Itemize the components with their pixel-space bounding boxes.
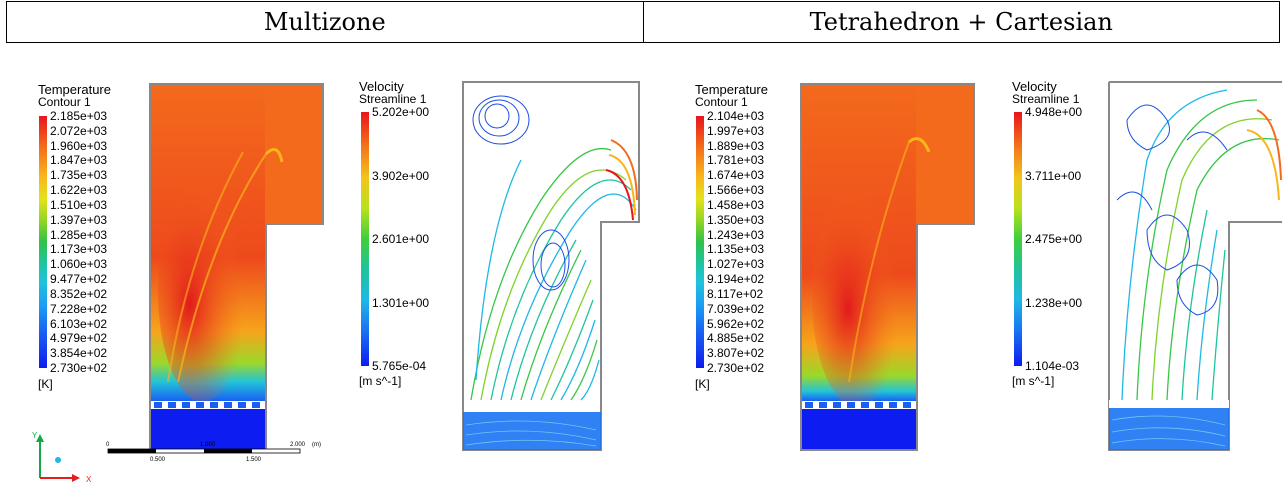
colorbar-tick-label: 1.350e+03 bbox=[707, 212, 765, 227]
colorbar-tick-label: 1.285e+03 bbox=[50, 227, 108, 242]
colorbar-tick-label: 9.194e+02 bbox=[707, 272, 765, 287]
legend-subtitle: Contour 1 bbox=[695, 95, 748, 109]
legend-subtitle: Streamline 1 bbox=[359, 92, 427, 106]
legend-unit: [K] bbox=[38, 377, 53, 391]
colorbar-tick-label: 2.730e+02 bbox=[707, 361, 765, 375]
colorbar-tick-label: 5.202e+00 bbox=[372, 105, 430, 119]
colorbar-tick-label: 1.458e+03 bbox=[707, 197, 765, 212]
colorbar-tick-label: 1.510e+03 bbox=[50, 197, 108, 212]
x-axis-label: X bbox=[86, 475, 92, 484]
colorbar-tick-label: 1.622e+03 bbox=[50, 183, 108, 198]
colorbar-tick-label: 3.902e+00 bbox=[372, 168, 430, 183]
colorbar-tick-label: 4.948e+00 bbox=[1025, 105, 1083, 119]
scale-unit: (m) bbox=[312, 442, 321, 448]
colorbar-tick-label: 1.960e+03 bbox=[50, 138, 108, 153]
colorbar-tick-label: 1.566e+03 bbox=[707, 183, 765, 198]
scale-bar: 0 1.000 2.000 (m) 0.500 1.500 bbox=[106, 442, 321, 463]
scale-label-1500: 1.500 bbox=[246, 457, 262, 463]
legend-title: Velocity bbox=[359, 79, 404, 94]
colorbar-tick-label: 2.104e+03 bbox=[707, 109, 765, 123]
colorbar-tick-label: 4.979e+02 bbox=[50, 331, 108, 346]
legend-unit: [K] bbox=[695, 377, 710, 391]
colorbar-tick-label: 1.238e+00 bbox=[1025, 295, 1083, 310]
scale-label-0500: 0.500 bbox=[150, 457, 166, 463]
colorbar-tick-label: 4.885e+02 bbox=[707, 331, 765, 346]
colorbar-tick-label: 1.847e+03 bbox=[50, 153, 108, 168]
colorbar-tick-label: 1.997e+03 bbox=[707, 123, 765, 138]
colorbar-tick-label: 8.352e+02 bbox=[50, 286, 108, 301]
colorbar-tick-label: 2.072e+03 bbox=[50, 123, 108, 138]
legend-subtitle: Streamline 1 bbox=[1012, 92, 1080, 106]
scale-label-1: 1.000 bbox=[200, 442, 216, 448]
legend-unit: [m s^-1] bbox=[359, 374, 402, 388]
legend-subtitle: Contour 1 bbox=[38, 95, 91, 109]
colorbar-tick-label: 3.854e+02 bbox=[50, 346, 108, 361]
left-velocity-streamlines bbox=[462, 81, 640, 451]
legend-unit: [m s^-1] bbox=[1012, 374, 1055, 388]
left-temperature-contour bbox=[149, 83, 324, 451]
colorbar-tick-label: 2.475e+00 bbox=[1025, 232, 1083, 246]
y-axis-label: Y bbox=[32, 431, 38, 440]
temperature-colorbar bbox=[39, 116, 47, 368]
legend-title: Velocity bbox=[1012, 79, 1057, 94]
colorbar-tick-label: 2.185e+03 bbox=[50, 109, 108, 123]
legend-title: Temperature bbox=[695, 82, 768, 97]
colorbar-tick-label: 1.104e-03 bbox=[1025, 359, 1080, 373]
right-temperature-contour bbox=[800, 83, 975, 451]
colorbar-tick-label: 6.103e+02 bbox=[50, 316, 108, 331]
colorbar-tick-label: 1.674e+03 bbox=[707, 168, 765, 183]
colorbar-tick-label: 2.601e+00 bbox=[372, 232, 430, 246]
colorbar-tick-label: 2.730e+02 bbox=[50, 361, 108, 375]
colorbar-tick-label: 7.228e+02 bbox=[50, 301, 108, 316]
colorbar-tick-label: 1.173e+03 bbox=[50, 242, 108, 257]
scale-label-0: 0 bbox=[106, 442, 110, 448]
legend-title: Temperature bbox=[38, 82, 111, 97]
header-tetrahedron-cartesian: Tetrahedron + Cartesian bbox=[642, 2, 1280, 42]
colorbar-tick-label: 1.027e+03 bbox=[707, 257, 765, 272]
axis-triad: Y X bbox=[32, 431, 92, 484]
colorbar-tick-label: 7.039e+02 bbox=[707, 301, 765, 316]
colorbar-tick-label: 1.301e+00 bbox=[372, 295, 430, 310]
colorbar-tick-label: 3.807e+02 bbox=[707, 346, 765, 361]
colorbar-tick-label: 9.477e+02 bbox=[50, 272, 108, 287]
velocity-colorbar bbox=[1014, 112, 1022, 366]
comparison-header: Multizone Tetrahedron + Cartesian bbox=[6, 1, 1280, 43]
right-velocity-streamlines bbox=[1108, 81, 1282, 451]
colorbar-tick-label: 5.962e+02 bbox=[707, 316, 765, 331]
colorbar-tick-label: 1.135e+03 bbox=[707, 242, 765, 257]
colorbar-tick-label: 3.711e+00 bbox=[1025, 168, 1082, 183]
velocity-colorbar bbox=[361, 112, 369, 366]
colorbar-tick-label: 1.781e+03 bbox=[707, 153, 765, 168]
colorbar-tick-label: 1.060e+03 bbox=[50, 257, 108, 272]
colorbar-tick-label: 5.765e-04 bbox=[372, 359, 427, 373]
scale-label-2: 2.000 bbox=[290, 442, 306, 448]
colorbar-tick-label: 1.889e+03 bbox=[707, 138, 765, 153]
temperature-colorbar bbox=[696, 116, 704, 368]
colorbar-tick-label: 8.117e+02 bbox=[707, 286, 764, 301]
colorbar-tick-label: 1.735e+03 bbox=[50, 168, 108, 183]
colorbar-tick-label: 1.397e+03 bbox=[50, 212, 108, 227]
header-multizone: Multizone bbox=[263, 8, 386, 36]
colorbar-tick-label: 1.243e+03 bbox=[707, 227, 765, 242]
